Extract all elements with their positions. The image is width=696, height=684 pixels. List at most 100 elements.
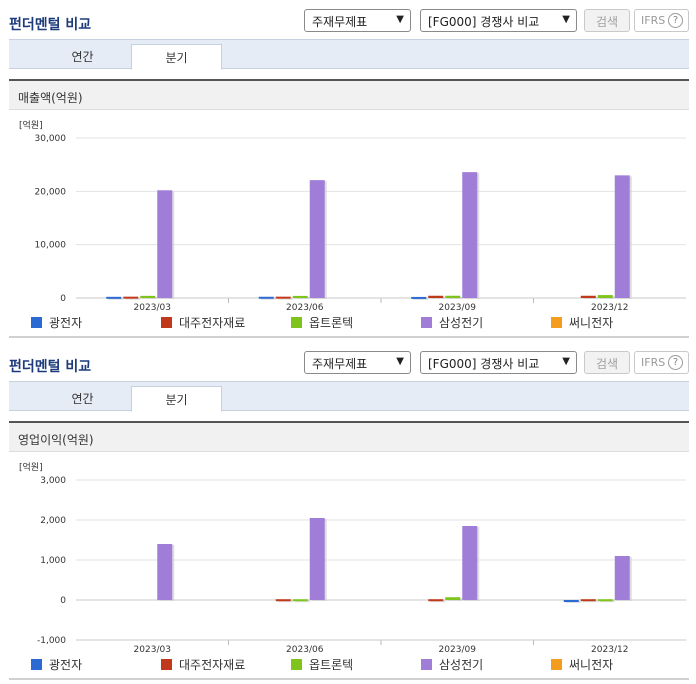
bar [411, 296, 427, 299]
legend-label: 삼성전기 [439, 316, 483, 330]
tab-quarterly[interactable]: 분기 [131, 44, 222, 70]
bar-shadow [599, 600, 615, 603]
bar-shadow [582, 600, 598, 603]
peer-group-select[interactable]: [FG000] 경쟁사 비교 ▼ [420, 351, 577, 374]
bar [580, 295, 596, 298]
chart-subtitle-bar: 매출액(억원) [9, 81, 689, 110]
bar [445, 295, 461, 298]
bar [258, 296, 274, 299]
search-button[interactable]: 검색 [584, 9, 630, 32]
x-tick-label: 2023/06 [286, 645, 324, 655]
bar [462, 526, 478, 600]
y-tick-label: 30,000 [35, 134, 67, 144]
period-tabs: 연간 분기 [9, 39, 689, 70]
legend-label: 옵트론텍 [309, 316, 353, 330]
chart-title: 영업이익(억원) [18, 433, 94, 447]
bar-shadow [413, 297, 429, 300]
y-unit-label: [억원] [19, 461, 43, 473]
y-tick-label: 2,000 [40, 516, 66, 526]
statement-select[interactable]: 주재무제표 ▼ [304, 9, 411, 32]
bar [462, 172, 478, 298]
statement-select[interactable]: 주재무제표 ▼ [304, 351, 411, 374]
legend-swatch [31, 317, 42, 328]
help-icon: ? [668, 13, 683, 28]
bar [428, 295, 444, 298]
legend-label: 광전자 [49, 658, 82, 672]
tab-annual[interactable]: 연간 [71, 50, 94, 64]
bar [309, 180, 325, 298]
bar [157, 544, 173, 600]
bar [123, 296, 139, 299]
chevron-down-icon: ▼ [562, 356, 570, 367]
legend-swatch [421, 659, 432, 670]
bar [309, 518, 325, 600]
y-tick-label: 0 [60, 294, 66, 304]
section-title: 펀더멘털 비교 [9, 359, 92, 375]
revenue-chart: [억원] 0 10,000 20,000 30,000 2023/03 2023/06 202… [19, 119, 686, 330]
chevron-down-icon: ▼ [396, 14, 404, 25]
bar [140, 295, 156, 298]
bar [428, 599, 444, 602]
section-header: 펀더멘털 비교 주재무제표 ▼ [FG000] 경쟁사 비교 ▼ 검색 IFRS? [0, 342, 696, 378]
legend-swatch [551, 659, 562, 670]
legend-label: 써니전자 [569, 658, 613, 672]
chart-title: 매출액(억원) [18, 91, 83, 105]
bar [106, 296, 122, 299]
search-button[interactable]: 검색 [584, 351, 630, 374]
chart-box: 영업이익(억원) [억원] -1,000 0 1,000 2,000 3,000 2023/… [9, 421, 689, 680]
chevron-down-icon: ▼ [396, 356, 404, 367]
legend-label: 대주전자재료 [179, 316, 245, 330]
y-tick-label: 0 [60, 596, 66, 606]
legend-swatch [421, 317, 432, 328]
legend-label: 광전자 [49, 316, 82, 330]
x-tick-label: 2023/06 [286, 303, 324, 313]
bar-shadow [125, 297, 141, 300]
bar-shadow [277, 297, 293, 300]
x-tick-label: 2023/09 [439, 645, 477, 655]
help-icon: ? [668, 355, 683, 370]
bar [445, 597, 461, 600]
ifrs-help-button[interactable]: IFRS? [634, 351, 689, 374]
tab-quarterly[interactable]: 분기 [131, 386, 222, 412]
fundamental-section-operating-profit: 펀더멘털 비교 주재무제표 ▼ [FG000] 경쟁사 비교 ▼ 검색 IFRS? … [0, 342, 696, 684]
legend-swatch [551, 317, 562, 328]
bar [563, 600, 579, 602]
chart-subtitle-bar: 영업이익(억원) [9, 423, 689, 452]
period-tabs: 연간 분기 [9, 381, 689, 412]
legend-swatch [291, 659, 302, 670]
bar-shadow [430, 600, 446, 603]
section-header: 펀더멘털 비교 주재무제표 ▼ [FG000] 경쟁사 비교 ▼ 검색 IFRS? [0, 0, 696, 36]
bar [614, 556, 630, 600]
bar [597, 599, 613, 602]
y-tick-label: 10,000 [35, 241, 67, 251]
legend-swatch [161, 317, 172, 328]
legend-label: 삼성전기 [439, 658, 483, 672]
x-tick-label: 2023/09 [439, 303, 477, 313]
chevron-down-icon: ▼ [562, 14, 570, 25]
bar [275, 296, 291, 299]
y-tick-label: 3,000 [40, 476, 66, 486]
tab-annual[interactable]: 연간 [71, 392, 94, 406]
operating-profit-chart: [억원] -1,000 0 1,000 2,000 3,000 2023/03 2023/06… [19, 461, 686, 672]
bar [292, 295, 308, 298]
bar [157, 190, 173, 298]
x-tick-label: 2023/12 [591, 645, 628, 655]
legend-label: 옵트론텍 [309, 658, 353, 672]
x-tick-label: 2023/03 [134, 303, 171, 313]
y-tick-label: -1,000 [37, 636, 66, 646]
legend-swatch [31, 659, 42, 670]
y-unit-label: [억원] [19, 119, 43, 131]
bar-shadow [294, 600, 310, 603]
chart-box: 매출액(억원) [억원] 0 10,000 20,000 30,000 2023/03 20… [9, 79, 689, 338]
bar-shadow [277, 600, 293, 603]
fundamental-section-revenue: 펀더멘털 비교 주재무제표 ▼ [FG000] 경쟁사 비교 ▼ 검색 IFRS? … [0, 0, 696, 338]
legend-swatch [161, 659, 172, 670]
x-tick-label: 2023/03 [134, 645, 171, 655]
legend-label: 대주전자재료 [179, 658, 245, 672]
y-tick-label: 20,000 [35, 187, 67, 197]
peer-group-select[interactable]: [FG000] 경쟁사 비교 ▼ [420, 9, 577, 32]
y-tick-label: 1,000 [40, 556, 66, 566]
legend-label: 써니전자 [569, 316, 613, 330]
x-tick-label: 2023/12 [591, 303, 628, 313]
ifrs-help-button[interactable]: IFRS? [634, 9, 689, 32]
